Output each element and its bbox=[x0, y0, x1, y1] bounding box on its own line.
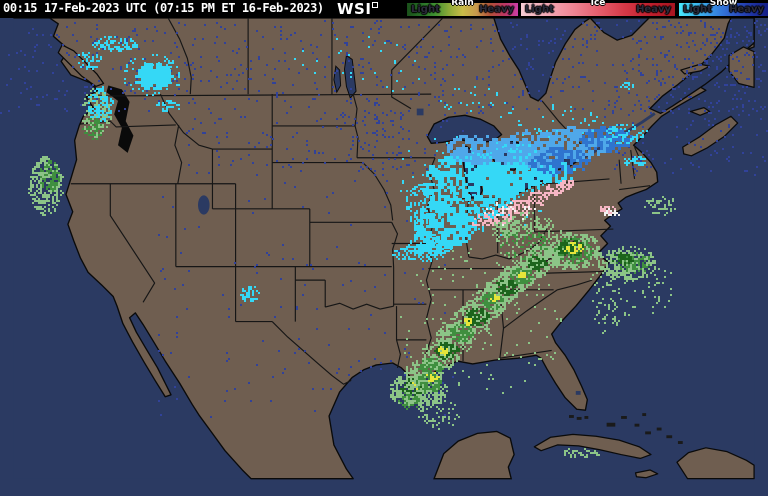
timestamp: 00:15 17-Feb-2023 UTC (07:15 PM ET 16-Fe… bbox=[3, 1, 324, 15]
legend-rain-heavy-label: Heavy bbox=[479, 4, 514, 15]
legend-snow-light-label: Light bbox=[683, 4, 712, 15]
legend-rain-title: Rain bbox=[451, 0, 474, 8]
legend-ice-title: Ice bbox=[590, 0, 606, 8]
header-bar: 00:15 17-Feb-2023 UTC (07:15 PM ET 16-Fe… bbox=[0, 0, 768, 18]
legend-rain-gradient bbox=[407, 3, 518, 16]
legend-rain: Rain Light Heavy bbox=[407, 0, 518, 18]
legend-snow-gradient bbox=[679, 3, 768, 16]
radar-precipitation-overlay bbox=[0, 18, 768, 496]
legend-snow: Snow Light Heavy bbox=[679, 0, 768, 18]
wsi-logo-mark bbox=[372, 2, 379, 8]
legend-ice: Ice Light Heavy bbox=[521, 0, 675, 18]
legend-rain-light-label: Light bbox=[411, 4, 440, 15]
wsi-logo: WSI bbox=[337, 0, 379, 18]
radar-map bbox=[0, 18, 768, 496]
legend-ice-gradient bbox=[521, 3, 675, 16]
legend-ice-heavy-label: Heavy bbox=[636, 4, 671, 15]
legend-snow-title: Snow bbox=[709, 0, 738, 8]
legend-snow-heavy-label: Heavy bbox=[729, 4, 764, 15]
legend-ice-light-label: Light bbox=[525, 4, 554, 15]
